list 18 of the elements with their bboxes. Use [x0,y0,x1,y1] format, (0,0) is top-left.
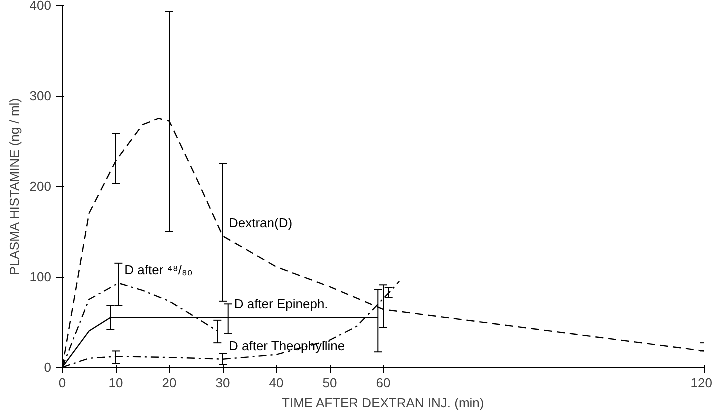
x-tick-label: 30 [216,376,230,390]
x-axis-title: TIME AFTER DEXTRAN INJ. (min) [282,396,484,410]
series-label: Dextran(D) [229,215,293,230]
y-tick-label: 200 [30,179,52,194]
y-tick-label: 0 [44,360,52,375]
y-tick-label: 400 [30,0,52,13]
y-axis-title: PLASMA HISTAMINE (ng / ml) [6,98,22,276]
series-label: D after Epineph. [234,296,328,312]
x-tick-label: 50 [322,376,338,390]
y-tick-label: 300 [30,88,52,104]
y-tick-label: 100 [30,270,52,284]
x-tick-label: 40 [269,376,284,390]
x-tick-label: 0 [58,376,66,390]
x-tick-label: 20 [162,376,177,390]
series-label: D after ⁴⁸/₈₀ [124,262,193,278]
x-tick-label: 60 [376,376,391,390]
x-tick-label: 120 [690,376,713,390]
x-tick-label: 10 [108,376,124,390]
